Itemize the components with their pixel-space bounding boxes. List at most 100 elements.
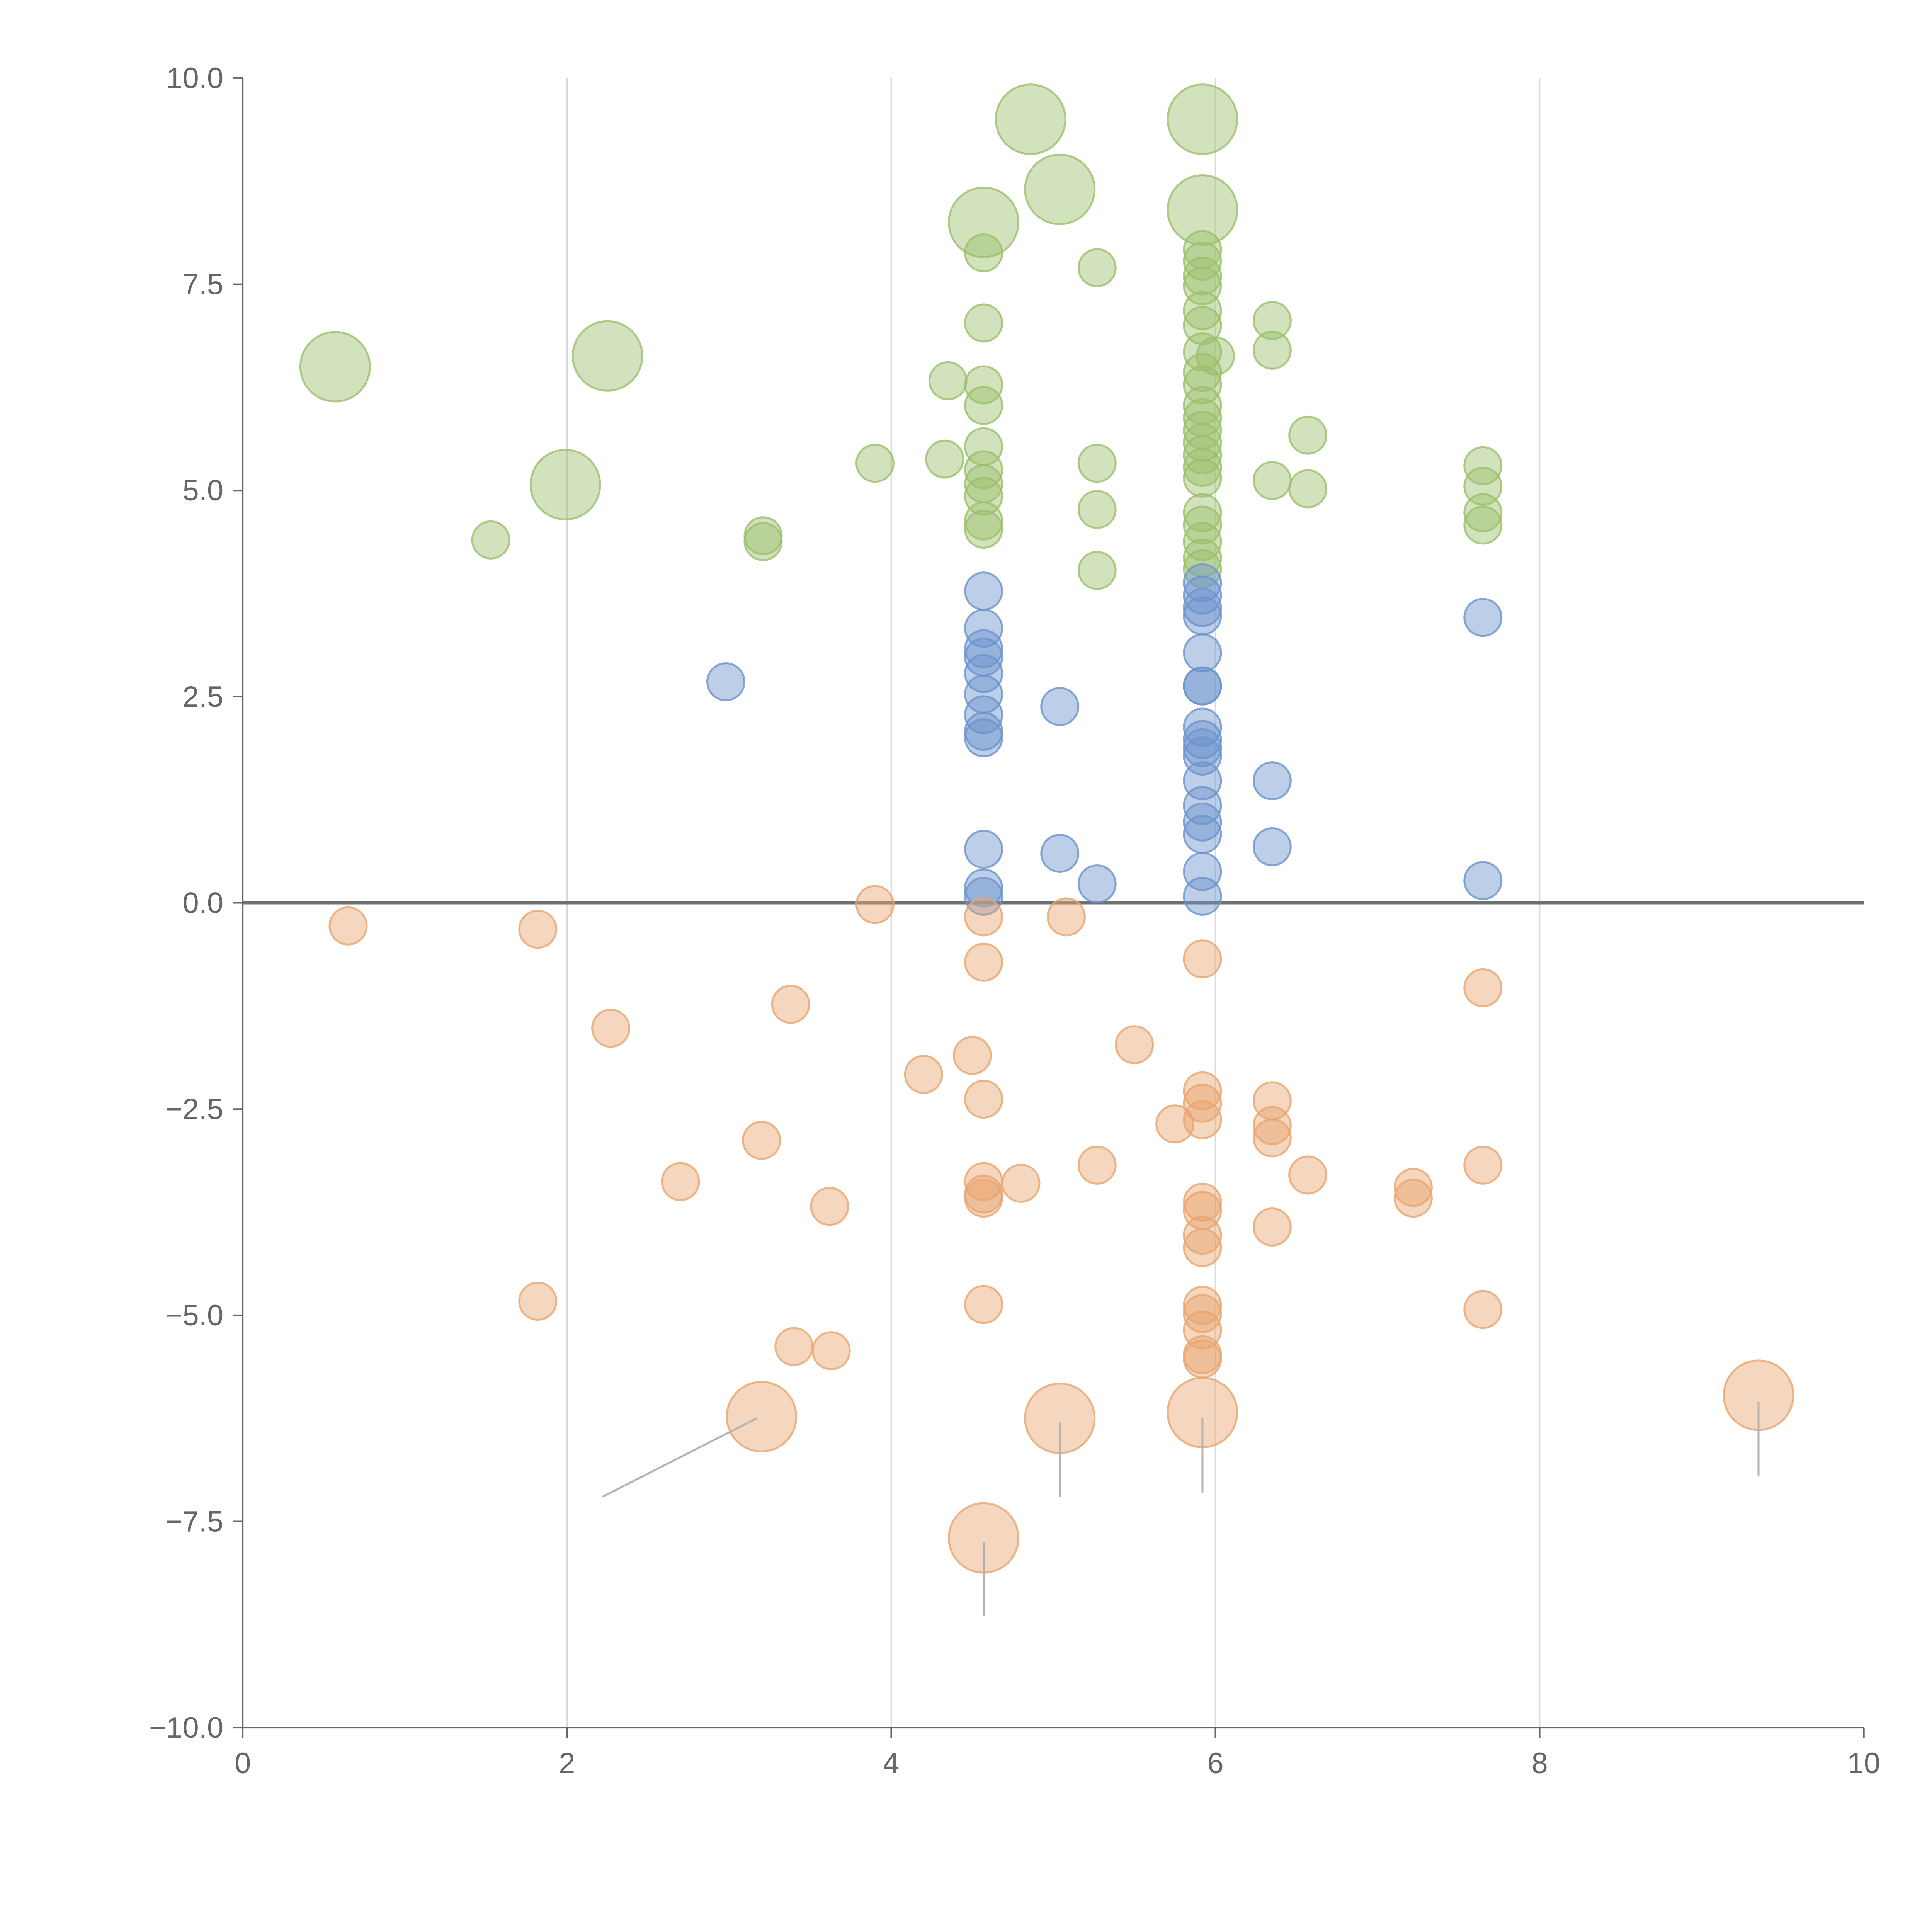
point-green-46 <box>1183 505 1222 545</box>
x-tick-label-2: 4 <box>883 1747 899 1780</box>
points-layer <box>299 83 1794 1574</box>
point-green-14 <box>964 365 1003 405</box>
point-orange-46 <box>1288 1155 1328 1195</box>
point-orange-44 <box>1252 1118 1292 1158</box>
point-green-43 <box>1183 447 1222 487</box>
series-green <box>299 83 1503 590</box>
x-tick-label-1: 2 <box>559 1747 575 1780</box>
point-blue-34 <box>1252 827 1292 866</box>
point-green-25 <box>1077 551 1117 590</box>
point-orange-4 <box>661 1162 700 1201</box>
y-tick-label-0: 10.0 <box>166 62 223 95</box>
y-tick-label-3: 2.5 <box>183 680 224 713</box>
point-blue-33 <box>1252 761 1292 801</box>
y-tick-label-7: −7.5 <box>165 1505 223 1538</box>
leader-line-0 <box>602 1417 757 1498</box>
point-orange-2 <box>591 1009 631 1048</box>
point-orange-25 <box>1077 1145 1117 1185</box>
point-orange-3 <box>518 1282 558 1321</box>
point-orange-13 <box>952 1036 992 1075</box>
point-orange-23 <box>1047 897 1086 937</box>
point-orange-51 <box>1463 1290 1503 1329</box>
point-orange-31 <box>1183 1100 1222 1139</box>
point-orange-45 <box>1252 1207 1292 1247</box>
point-green-53 <box>1288 415 1328 455</box>
point-green-23 <box>1077 444 1117 483</box>
point-orange-12 <box>904 1055 943 1094</box>
point-blue-32 <box>1183 876 1222 916</box>
point-orange-0 <box>328 906 368 946</box>
point-blue-11 <box>964 868 1003 908</box>
point-green-50 <box>1252 301 1292 340</box>
point-green-36 <box>1183 353 1222 392</box>
point-green-45 <box>1183 493 1222 532</box>
point-orange-5 <box>742 1121 781 1160</box>
y-tick-label-5: −2.5 <box>165 1093 223 1126</box>
point-orange-11 <box>855 885 895 924</box>
point-green-55 <box>1463 446 1503 485</box>
point-blue-17 <box>1183 575 1222 615</box>
point-green-37 <box>1183 365 1222 405</box>
point-green-3 <box>471 520 510 560</box>
point-blue-13 <box>1040 687 1080 726</box>
point-orange-30 <box>1183 1083 1222 1123</box>
point-green-47 <box>1183 522 1222 561</box>
point-orange-19 <box>964 1179 1003 1218</box>
point-blue-22 <box>1183 666 1222 706</box>
point-green-9 <box>948 186 1020 258</box>
point-blue-25 <box>1183 728 1222 767</box>
point-orange-28 <box>1183 939 1222 979</box>
x-tick-label-4: 8 <box>1531 1747 1548 1780</box>
point-green-57 <box>1463 493 1503 532</box>
point-green-8 <box>925 439 964 479</box>
point-blue-2 <box>964 609 1003 648</box>
point-orange-29 <box>1183 1071 1222 1111</box>
point-orange-43 <box>1252 1106 1292 1145</box>
point-green-10 <box>995 83 1066 155</box>
point-orange-16 <box>964 1080 1003 1119</box>
point-blue-5 <box>964 654 1003 693</box>
point-blue-24 <box>1183 720 1222 759</box>
point-blue-20 <box>1183 633 1222 673</box>
point-green-15 <box>964 386 1003 425</box>
point-blue-35 <box>1463 598 1503 637</box>
point-blue-0 <box>706 662 745 701</box>
y-tick-label-2: 5.0 <box>183 474 224 507</box>
x-tick-label-3: 6 <box>1207 1747 1223 1780</box>
point-orange-48 <box>1393 1179 1433 1218</box>
y-tick-label-1: 7.5 <box>183 268 224 301</box>
point-blue-1 <box>964 571 1003 611</box>
point-blue-30 <box>1183 815 1222 854</box>
point-green-35 <box>1196 336 1235 376</box>
point-blue-19 <box>1183 596 1222 636</box>
point-blue-9 <box>964 718 1003 758</box>
point-green-51 <box>1252 330 1292 370</box>
point-orange-8 <box>774 1327 814 1366</box>
point-orange-10 <box>726 1381 798 1452</box>
point-blue-23 <box>1183 707 1222 747</box>
x-tick-label-0: 0 <box>235 1747 251 1780</box>
point-orange-20 <box>1001 1163 1041 1203</box>
point-green-22 <box>1077 248 1117 287</box>
point-orange-21 <box>964 1285 1003 1324</box>
point-blue-18 <box>1183 588 1222 627</box>
point-orange-40 <box>1183 1339 1222 1379</box>
tick-labels-layer: 10.0 7.5 5.0 2.5 0.0 −2.5 −5.0 −7.5 −10.0 0 2 4 6 8 10 <box>149 62 1880 1780</box>
leader-lines-layer <box>602 1401 1760 1616</box>
point-orange-32 <box>1183 1182 1222 1222</box>
point-green-58 <box>1463 505 1503 545</box>
point-orange-9 <box>811 1331 851 1371</box>
point-orange-35 <box>1183 1228 1222 1267</box>
point-blue-36 <box>1463 861 1503 900</box>
point-green-26 <box>1167 83 1238 155</box>
point-green-12 <box>964 233 1003 272</box>
point-green-52 <box>1252 461 1292 500</box>
point-orange-50 <box>1463 1145 1503 1185</box>
y-tick-label-4: 0.0 <box>183 887 224 920</box>
point-green-30 <box>1183 256 1222 296</box>
point-orange-37 <box>1183 1294 1222 1333</box>
series-blue <box>706 563 1503 916</box>
point-green-6 <box>855 444 895 483</box>
